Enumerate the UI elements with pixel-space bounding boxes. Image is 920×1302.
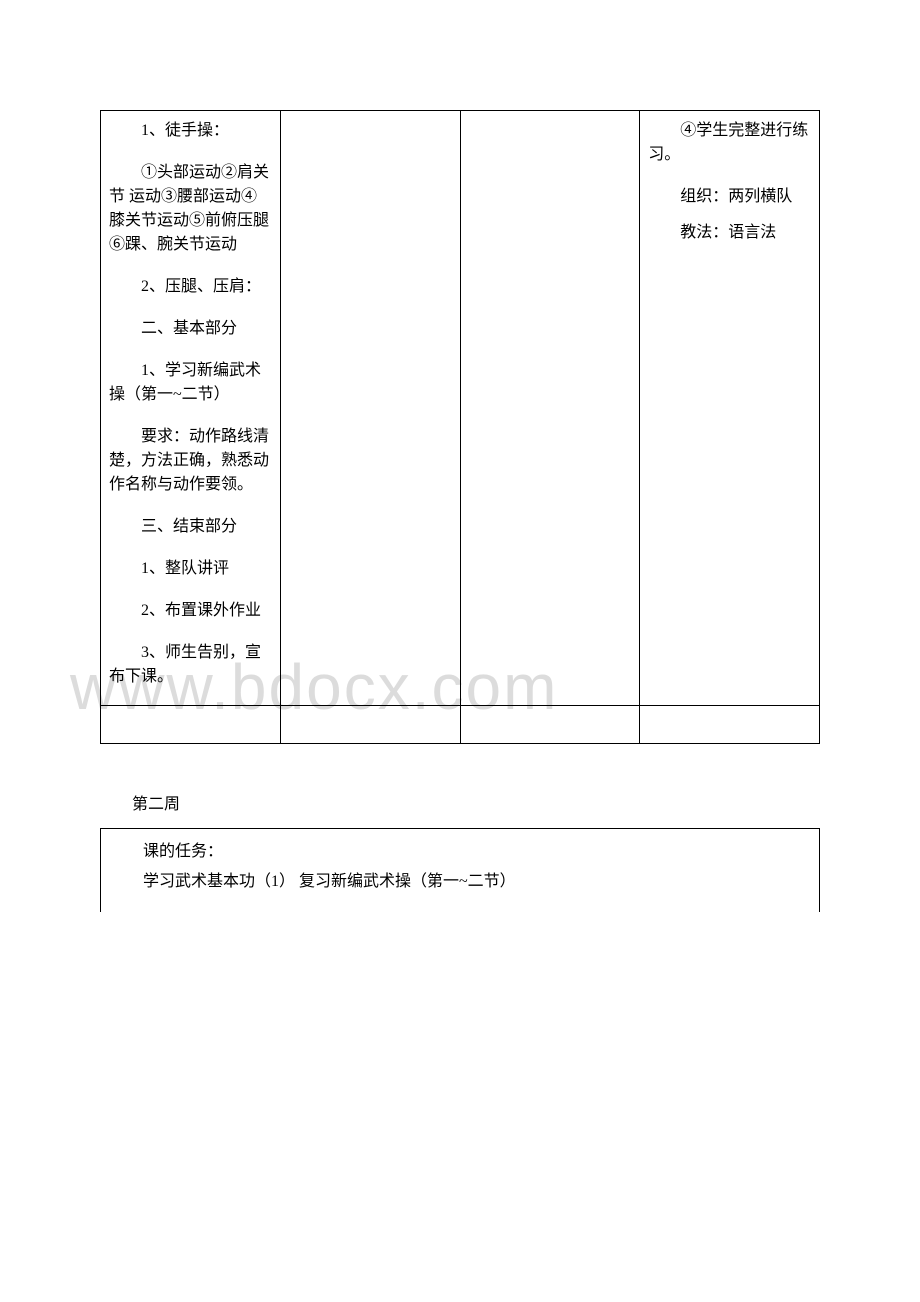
task-table: 课的任务： 学习武术基本功（1） 复习新编武术操（第一~二节） <box>100 828 820 912</box>
task-line: 课的任务： <box>111 837 809 867</box>
para: 2、布置课外作业 <box>109 599 272 623</box>
table-row <box>101 706 820 744</box>
cell-col4: ④学生完整进行练习。 组织：两列横队 教法：语言法 <box>640 111 820 706</box>
cell-col3 <box>460 111 640 706</box>
para: ①头部运动②肩关节 运动③腰部运动④膝关节运动⑤前俯压腿⑥踝、腕关节运动 <box>109 161 272 257</box>
para: 1、徒手操： <box>109 119 272 143</box>
cell-empty <box>101 706 281 744</box>
para: 1、整队讲评 <box>109 557 272 581</box>
task-line: 学习武术基本功（1） 复习新编武术操（第一~二节） <box>111 867 809 897</box>
para: 三、结束部分 <box>109 515 272 539</box>
para: 二、基本部分 <box>109 317 272 341</box>
table-row: 1、徒手操： ①头部运动②肩关节 运动③腰部运动④膝关节运动⑤前俯压腿⑥踝、腕关… <box>101 111 820 706</box>
cell-col1: 1、徒手操： ①头部运动②肩关节 运动③腰部运动④膝关节运动⑤前俯压腿⑥踝、腕关… <box>101 111 281 706</box>
para: ④学生完整进行练习。 <box>648 119 811 167</box>
cell-col2 <box>280 111 460 706</box>
para: 2、压腿、压肩： <box>109 275 272 299</box>
lesson-table: 1、徒手操： ①头部运动②肩关节 运动③腰部运动④膝关节运动⑤前俯压腿⑥踝、腕关… <box>100 110 820 744</box>
task-cell: 课的任务： 学习武术基本功（1） 复习新编武术操（第一~二节） <box>101 829 820 912</box>
para: 教法：语言法 <box>648 221 811 245</box>
section-label: 第二周 <box>100 790 820 814</box>
para: 要求：动作路线清楚，方法正确，熟悉动作名称与动作要领。 <box>109 425 272 497</box>
para: 1、学习新编武术操（第一~二节） <box>109 359 272 407</box>
para: 组织：两列横队 <box>648 185 811 209</box>
cell-empty <box>280 706 460 744</box>
para: 3、师生告别，宣布下课。 <box>109 641 272 689</box>
page-content: 1、徒手操： ①头部运动②肩关节 运动③腰部运动④膝关节运动⑤前俯压腿⑥踝、腕关… <box>100 110 820 912</box>
cell-empty <box>640 706 820 744</box>
table-row: 课的任务： 学习武术基本功（1） 复习新编武术操（第一~二节） <box>101 829 820 912</box>
cell-empty <box>460 706 640 744</box>
